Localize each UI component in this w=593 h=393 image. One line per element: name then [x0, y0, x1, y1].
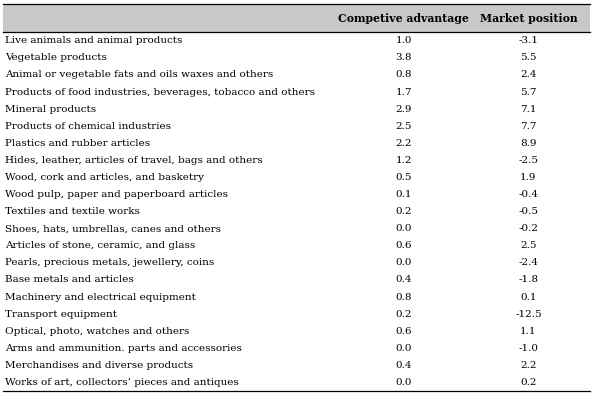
Text: 0.6: 0.6	[396, 241, 412, 250]
Text: 0.1: 0.1	[520, 292, 537, 301]
Text: 7.7: 7.7	[520, 122, 537, 131]
Text: 1.1: 1.1	[520, 327, 537, 336]
Text: 0.2: 0.2	[396, 310, 412, 319]
Text: Articles of stone, ceramic, and glass: Articles of stone, ceramic, and glass	[5, 241, 196, 250]
Text: 0.0: 0.0	[396, 344, 412, 353]
Text: Competive advantage: Competive advantage	[338, 13, 469, 24]
Text: -2.4: -2.4	[518, 258, 538, 267]
Text: 2.4: 2.4	[520, 70, 537, 79]
Bar	[3, 323, 590, 340]
Text: -0.2: -0.2	[518, 224, 538, 233]
Text: 5.7: 5.7	[520, 88, 537, 97]
Text: 1.9: 1.9	[520, 173, 537, 182]
Text: -12.5: -12.5	[515, 310, 541, 319]
Text: Shoes, hats, umbrellas, canes and others: Shoes, hats, umbrellas, canes and others	[5, 224, 221, 233]
Bar	[3, 101, 590, 118]
Bar	[3, 272, 590, 288]
Text: Pearls, precious metals, jewellery, coins: Pearls, precious metals, jewellery, coin…	[5, 258, 215, 267]
Text: 2.2: 2.2	[520, 361, 537, 370]
Text: 1.7: 1.7	[396, 88, 412, 97]
Text: Mineral products: Mineral products	[5, 105, 97, 114]
Text: 0.8: 0.8	[396, 292, 412, 301]
Text: -2.5: -2.5	[518, 156, 538, 165]
Bar	[3, 237, 590, 254]
Bar	[3, 254, 590, 272]
Text: 0.4: 0.4	[396, 361, 412, 370]
Text: 0.4: 0.4	[396, 275, 412, 285]
Text: Animal or vegetable fats and oils waxes and others: Animal or vegetable fats and oils waxes …	[5, 70, 273, 79]
Text: Arms and ammunition. parts and accessories: Arms and ammunition. parts and accessori…	[5, 344, 242, 353]
Text: 0.5: 0.5	[396, 173, 412, 182]
Bar	[3, 169, 590, 186]
Text: -1.0: -1.0	[518, 344, 538, 353]
Text: 0.8: 0.8	[396, 70, 412, 79]
Text: Textiles and textile works: Textiles and textile works	[5, 207, 140, 216]
Text: Products of chemical industries: Products of chemical industries	[5, 122, 171, 131]
Text: 0.2: 0.2	[396, 207, 412, 216]
Bar	[3, 118, 590, 135]
Bar	[3, 374, 590, 391]
Text: 0.2: 0.2	[520, 378, 537, 387]
Bar	[3, 357, 590, 374]
Text: 2.5: 2.5	[520, 241, 537, 250]
Text: 3.8: 3.8	[396, 53, 412, 62]
Bar	[3, 220, 590, 237]
Text: 0.6: 0.6	[396, 327, 412, 336]
Bar	[3, 340, 590, 357]
Text: -0.4: -0.4	[518, 190, 538, 199]
Text: Transport equipment: Transport equipment	[5, 310, 117, 319]
Text: Vegetable products: Vegetable products	[5, 53, 107, 62]
Text: 0.0: 0.0	[396, 258, 412, 267]
Bar	[3, 66, 590, 83]
Text: 2.2: 2.2	[396, 139, 412, 148]
Text: Market position: Market position	[480, 13, 577, 24]
Bar	[3, 135, 590, 152]
Text: Plastics and rubber articles: Plastics and rubber articles	[5, 139, 151, 148]
Text: 2.9: 2.9	[396, 105, 412, 114]
Text: Optical, photo, watches and others: Optical, photo, watches and others	[5, 327, 190, 336]
Bar	[3, 288, 590, 306]
Text: 5.5: 5.5	[520, 53, 537, 62]
Text: 0.1: 0.1	[396, 190, 412, 199]
Text: Merchandises and diverse products: Merchandises and diverse products	[5, 361, 193, 370]
Bar	[3, 203, 590, 220]
Text: Wood pulp, paper and paperboard articles: Wood pulp, paper and paperboard articles	[5, 190, 228, 199]
Bar	[3, 83, 590, 101]
Text: 0.0: 0.0	[396, 378, 412, 387]
Bar	[3, 49, 590, 66]
Text: Products of food industries, beverages, tobacco and others: Products of food industries, beverages, …	[5, 88, 315, 97]
Text: 1.0: 1.0	[396, 36, 412, 45]
Text: 1.2: 1.2	[396, 156, 412, 165]
Bar	[3, 186, 590, 203]
Bar	[3, 152, 590, 169]
Text: 0.0: 0.0	[396, 224, 412, 233]
Text: -1.8: -1.8	[518, 275, 538, 285]
Bar	[3, 306, 590, 323]
Text: Machinery and electrical equipment: Machinery and electrical equipment	[5, 292, 196, 301]
Text: Works of art, collectors’ pieces and antiques: Works of art, collectors’ pieces and ant…	[5, 378, 239, 387]
Text: 7.1: 7.1	[520, 105, 537, 114]
Text: -3.1: -3.1	[518, 36, 538, 45]
Bar	[3, 32, 590, 49]
Text: -0.5: -0.5	[518, 207, 538, 216]
Text: Live animals and animal products: Live animals and animal products	[5, 36, 183, 45]
Text: Base metals and articles: Base metals and articles	[5, 275, 134, 285]
Text: Wood, cork and articles, and basketry: Wood, cork and articles, and basketry	[5, 173, 205, 182]
Text: 2.5: 2.5	[396, 122, 412, 131]
Text: Hides, leather, articles of travel, bags and others: Hides, leather, articles of travel, bags…	[5, 156, 263, 165]
Text: 8.9: 8.9	[520, 139, 537, 148]
Bar	[3, 4, 590, 32]
